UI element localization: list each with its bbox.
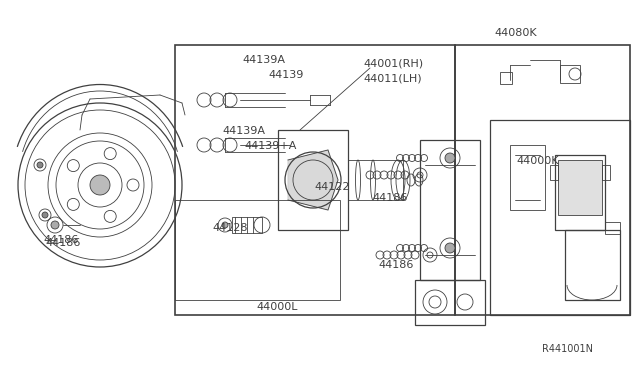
Text: R441001N: R441001N <box>542 344 593 354</box>
Bar <box>510 145 545 210</box>
Text: 44186: 44186 <box>43 235 78 245</box>
Text: 44139: 44139 <box>268 70 303 80</box>
Bar <box>420 140 480 280</box>
Circle shape <box>90 175 110 195</box>
Circle shape <box>37 162 43 168</box>
Bar <box>558 160 602 215</box>
Bar <box>455 45 630 315</box>
Text: 44128: 44128 <box>212 223 248 233</box>
Bar <box>500 72 512 84</box>
Circle shape <box>445 153 455 163</box>
Bar <box>415 280 485 325</box>
Bar <box>490 120 630 315</box>
Bar <box>605 222 620 234</box>
Text: 44000K: 44000K <box>516 156 559 166</box>
Bar <box>555 155 605 230</box>
Text: 44139A: 44139A <box>222 126 265 136</box>
Circle shape <box>51 221 59 229</box>
Bar <box>560 65 580 83</box>
Bar <box>232 217 262 233</box>
Text: 44186: 44186 <box>378 260 413 270</box>
Text: 44000L: 44000L <box>256 302 298 312</box>
Circle shape <box>42 212 48 218</box>
Bar <box>565 230 620 300</box>
Bar <box>175 45 455 315</box>
Bar <box>348 160 403 200</box>
Circle shape <box>222 222 228 228</box>
Text: 44001(RH): 44001(RH) <box>363 58 423 68</box>
Polygon shape <box>288 150 338 210</box>
Bar <box>175 200 340 300</box>
Text: 44186: 44186 <box>372 193 408 203</box>
Bar <box>550 165 558 180</box>
Text: 44122: 44122 <box>314 182 349 192</box>
Text: 44186: 44186 <box>45 238 81 248</box>
Circle shape <box>445 243 455 253</box>
Text: 44011(LH): 44011(LH) <box>363 73 422 83</box>
Text: 44080K: 44080K <box>494 28 536 38</box>
Text: 44139+A: 44139+A <box>244 141 296 151</box>
Bar <box>278 130 348 230</box>
Bar <box>602 165 610 180</box>
Text: 44139A: 44139A <box>242 55 285 65</box>
